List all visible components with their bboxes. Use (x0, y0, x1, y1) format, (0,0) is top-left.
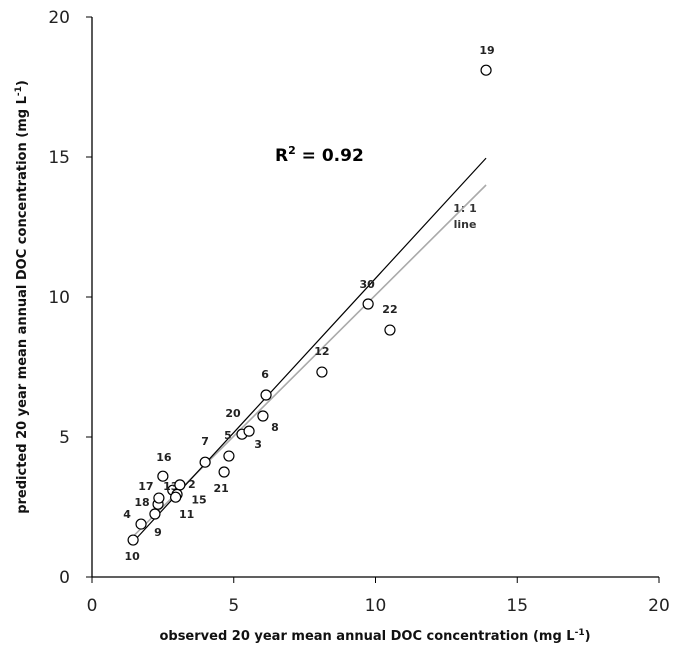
r2-rest: = 0.92 (296, 146, 364, 166)
x-label-text: observed 20 year mean annual DOC concent… (159, 629, 574, 644)
point (199, 456, 211, 468)
point-label: 21 (213, 482, 228, 495)
y-label-text: predicted 20 year mean annual DOC concen… (15, 96, 30, 514)
y-axis-label: predicted 20 year mean annual DOC concen… (14, 80, 30, 514)
x-label-end: ) (585, 629, 591, 644)
x-tick-label: 5 (228, 596, 239, 616)
point (316, 366, 328, 378)
point-label: 11 (179, 508, 194, 521)
point (170, 491, 182, 503)
point (127, 534, 139, 546)
point-label: 6 (261, 368, 269, 381)
point (157, 470, 169, 482)
point (218, 466, 230, 478)
y-tick-label: 20 (48, 8, 70, 28)
y-label-end: ) (15, 80, 30, 86)
point-label: 3 (254, 438, 262, 451)
r2-sup: 2 (288, 144, 296, 157)
point (135, 518, 147, 530)
x-tick-label: 0 (87, 596, 98, 616)
y-tick-label: 15 (48, 148, 70, 168)
fit-line (132, 157, 487, 543)
point-label: 8 (271, 421, 279, 434)
point (149, 508, 161, 520)
y-label-sup: -1 (14, 86, 24, 96)
point-label: 19 (479, 44, 494, 57)
point (384, 324, 396, 336)
point-label: 4 (123, 508, 131, 521)
point-label: 18 (134, 496, 149, 509)
point-label: 15 (191, 493, 206, 506)
y-tick-label: 0 (59, 568, 70, 588)
point-label: 2 (188, 478, 196, 491)
point-label: 30 (359, 278, 375, 291)
r2-label: R2 = 0.92 (275, 144, 364, 166)
y-tick-label: 5 (59, 428, 70, 448)
point-label: 12 (314, 345, 329, 358)
point-label: 16 (156, 451, 172, 464)
x-label-sup: -1 (575, 628, 585, 638)
x-tick-label: 20 (648, 596, 670, 616)
point (260, 389, 272, 401)
point-label: 22 (382, 303, 397, 316)
identity-label: line (454, 218, 477, 231)
point-label: 5 (224, 429, 232, 442)
x-tick-label: 15 (506, 596, 528, 616)
point (174, 479, 186, 491)
point-label: 20 (225, 407, 241, 420)
point (257, 410, 269, 422)
point-label: 17 (138, 480, 153, 493)
point (223, 450, 235, 462)
x-axis-label: observed 20 year mean annual DOC concent… (159, 628, 590, 644)
r2-base: R (275, 146, 288, 166)
point-label: 7 (201, 435, 209, 448)
x-tick-label: 10 (365, 596, 387, 616)
point (362, 298, 374, 310)
y-tick-label: 10 (48, 288, 70, 308)
point (243, 425, 255, 437)
point (480, 64, 492, 76)
point-label: 10 (124, 550, 140, 563)
point-label: 9 (154, 526, 162, 539)
point (153, 492, 165, 504)
